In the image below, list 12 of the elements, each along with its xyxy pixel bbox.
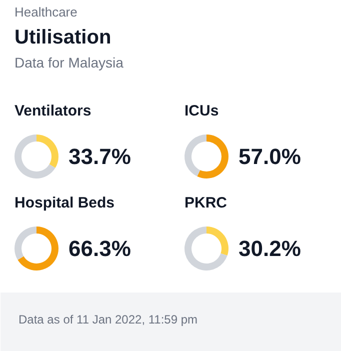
data-label: 66.3% [68, 236, 131, 261]
text: Data as of 11 Jan 2022, 11:59 pm [18, 312, 198, 326]
chart-title: Hospital Beds [14, 194, 115, 212]
data-label: 33.7% [68, 144, 131, 169]
data-label: 57.0% [238, 144, 301, 169]
chart-title: ICUs [184, 102, 219, 120]
text: Healthcare [14, 4, 78, 20]
chart-title: Ventilators [14, 102, 92, 120]
text: Data for Malaysia [14, 54, 124, 70]
chart-title: PKRC [184, 194, 228, 212]
text: Utilisation [14, 26, 112, 48]
data-label: 30.2% [238, 236, 301, 261]
